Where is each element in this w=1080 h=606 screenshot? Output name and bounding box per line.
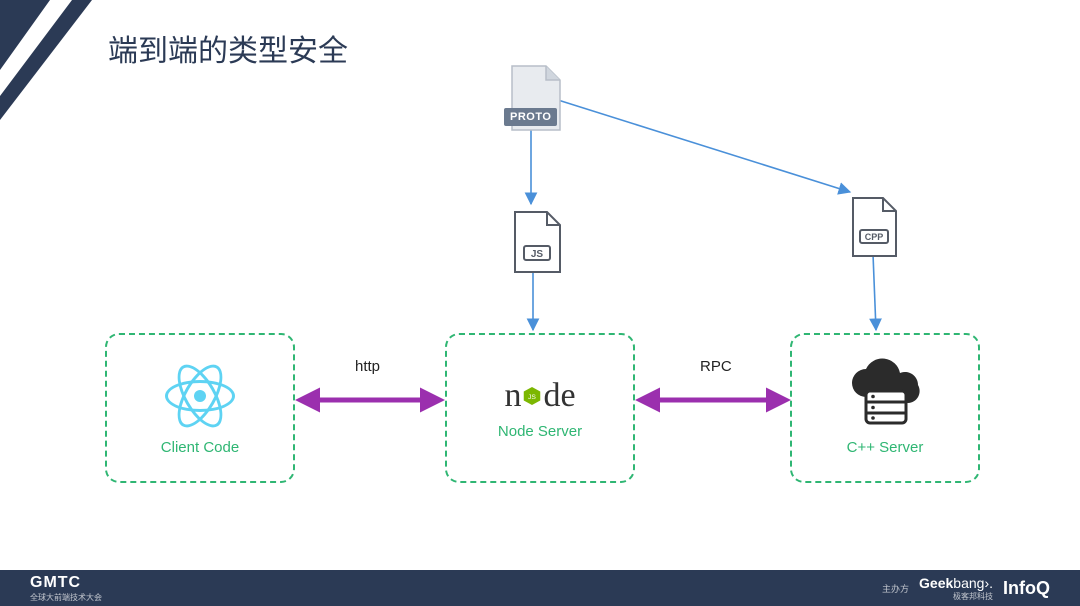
slide-root: 端到端的类型安全 PROTO JS	[0, 0, 1080, 606]
footer-left-logo: GMTC 全球大前端技术大会	[30, 574, 102, 603]
proto-file-icon: PROTO	[506, 64, 566, 136]
footer-bar: GMTC 全球大前端技术大会 主办方 Geekbang›. 极客邦科技 Info…	[0, 570, 1080, 606]
react-icon	[165, 361, 235, 431]
infoq-logo: InfoQ	[1003, 578, 1050, 599]
cloud-server-icon	[840, 361, 930, 431]
client-box: Client Code	[105, 333, 295, 483]
rpc-label: RPC	[700, 358, 732, 375]
cpp-badge: CPP	[865, 232, 884, 242]
js-file-icon: JS	[510, 210, 566, 276]
cpp-label: C++ Server	[847, 439, 924, 456]
cpp-file-icon: CPP	[848, 196, 902, 260]
svg-text:JS: JS	[529, 394, 537, 401]
node-label: Node Server	[498, 423, 582, 440]
proto-badge: PROTO	[504, 108, 557, 126]
js-badge: JS	[531, 249, 544, 260]
footer-right: 主办方 Geekbang›. 极客邦科技 InfoQ	[882, 575, 1050, 602]
geekbang-logo: Geekbang›. 极客邦科技	[919, 575, 993, 602]
http-label: http	[355, 358, 380, 375]
nodejs-icon: n JS de	[504, 377, 575, 415]
cpp-server-box: C++ Server	[790, 333, 980, 483]
node-server-box: n JS de Node Server	[445, 333, 635, 483]
client-label: Client Code	[161, 439, 239, 456]
